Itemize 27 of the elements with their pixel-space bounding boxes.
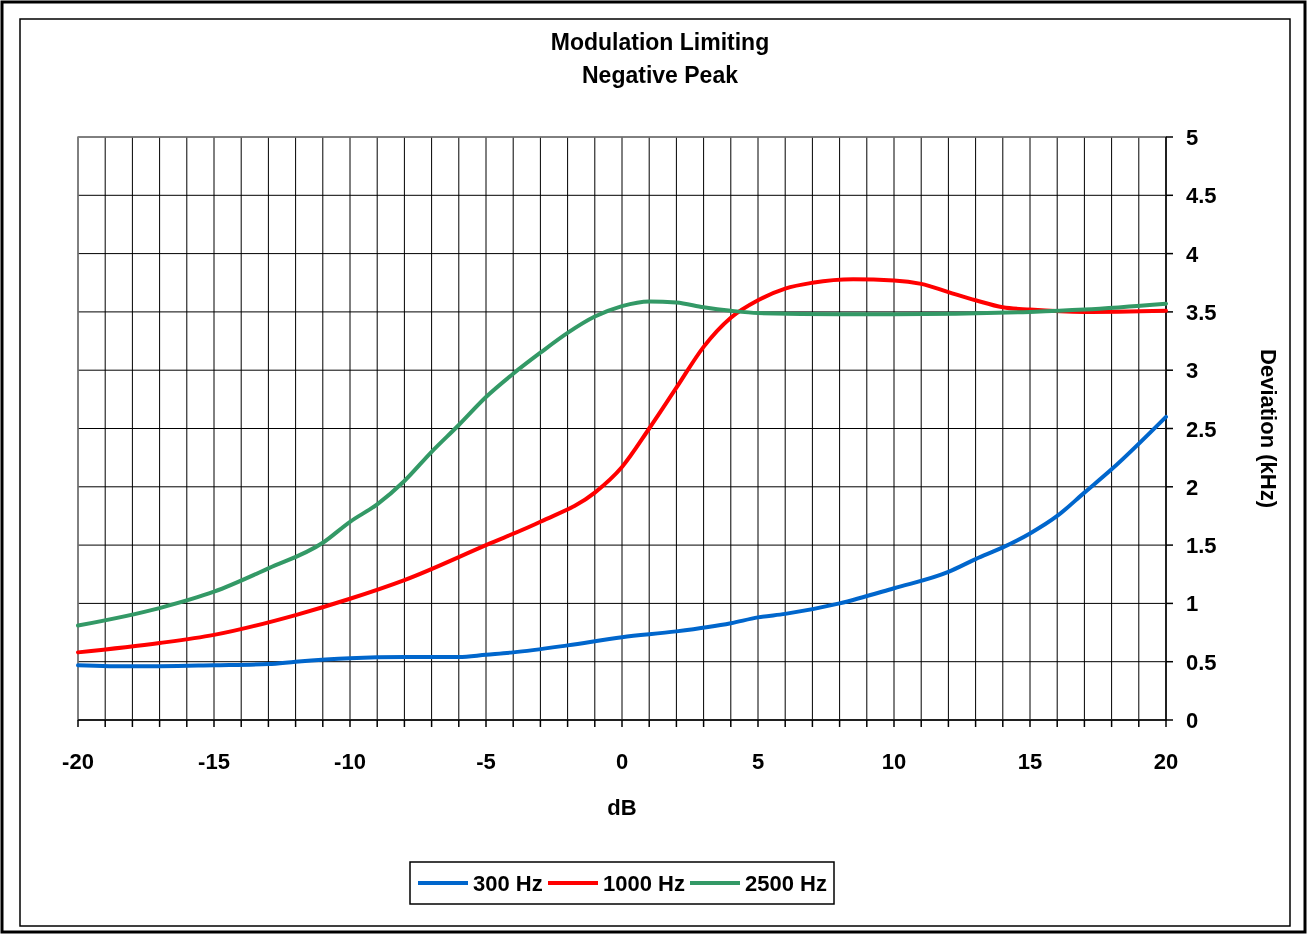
y-tick-label: 3 [1186, 358, 1199, 384]
x-tick-label: 0 [615, 749, 629, 774]
y-tick-label: 0 [1186, 708, 1199, 733]
y-tick-label: 1.5 [1186, 533, 1217, 559]
y-tick-label: 4.5 [1186, 183, 1217, 209]
legend-label: 300 Hz [473, 871, 543, 896]
x-tick-label: 5 [751, 749, 765, 774]
legend-label: 2500 Hz [745, 871, 827, 896]
legend-label: 1000 Hz [603, 871, 685, 896]
y-tick-label: 3.5 [1186, 299, 1217, 325]
x-tick-label: -5 [476, 749, 496, 774]
x-tick-label: 15 [1017, 749, 1043, 774]
x-tick-label: 10 [881, 749, 907, 774]
x-tick-label: -20 [62, 749, 94, 774]
y-tick-label: 2 [1186, 474, 1199, 500]
x-tick-label: -10 [334, 749, 366, 774]
x-tick-label: 20 [1153, 749, 1179, 774]
chart-subtitle: Negative Peak [582, 62, 739, 88]
y-tick-label: 4 [1186, 241, 1199, 267]
y-tick-label: 0.5 [1186, 649, 1217, 675]
x-axis-title: dB [607, 795, 637, 820]
y-tick-label: 1 [1186, 591, 1199, 617]
chart-title: Modulation Limiting [550, 29, 770, 55]
y-tick-label: 2.5 [1186, 416, 1217, 442]
y-axis-title: Deviation (kHz) [1256, 349, 1281, 508]
y-tick-label: 5 [1186, 125, 1199, 150]
x-tick-label: -15 [198, 749, 230, 774]
